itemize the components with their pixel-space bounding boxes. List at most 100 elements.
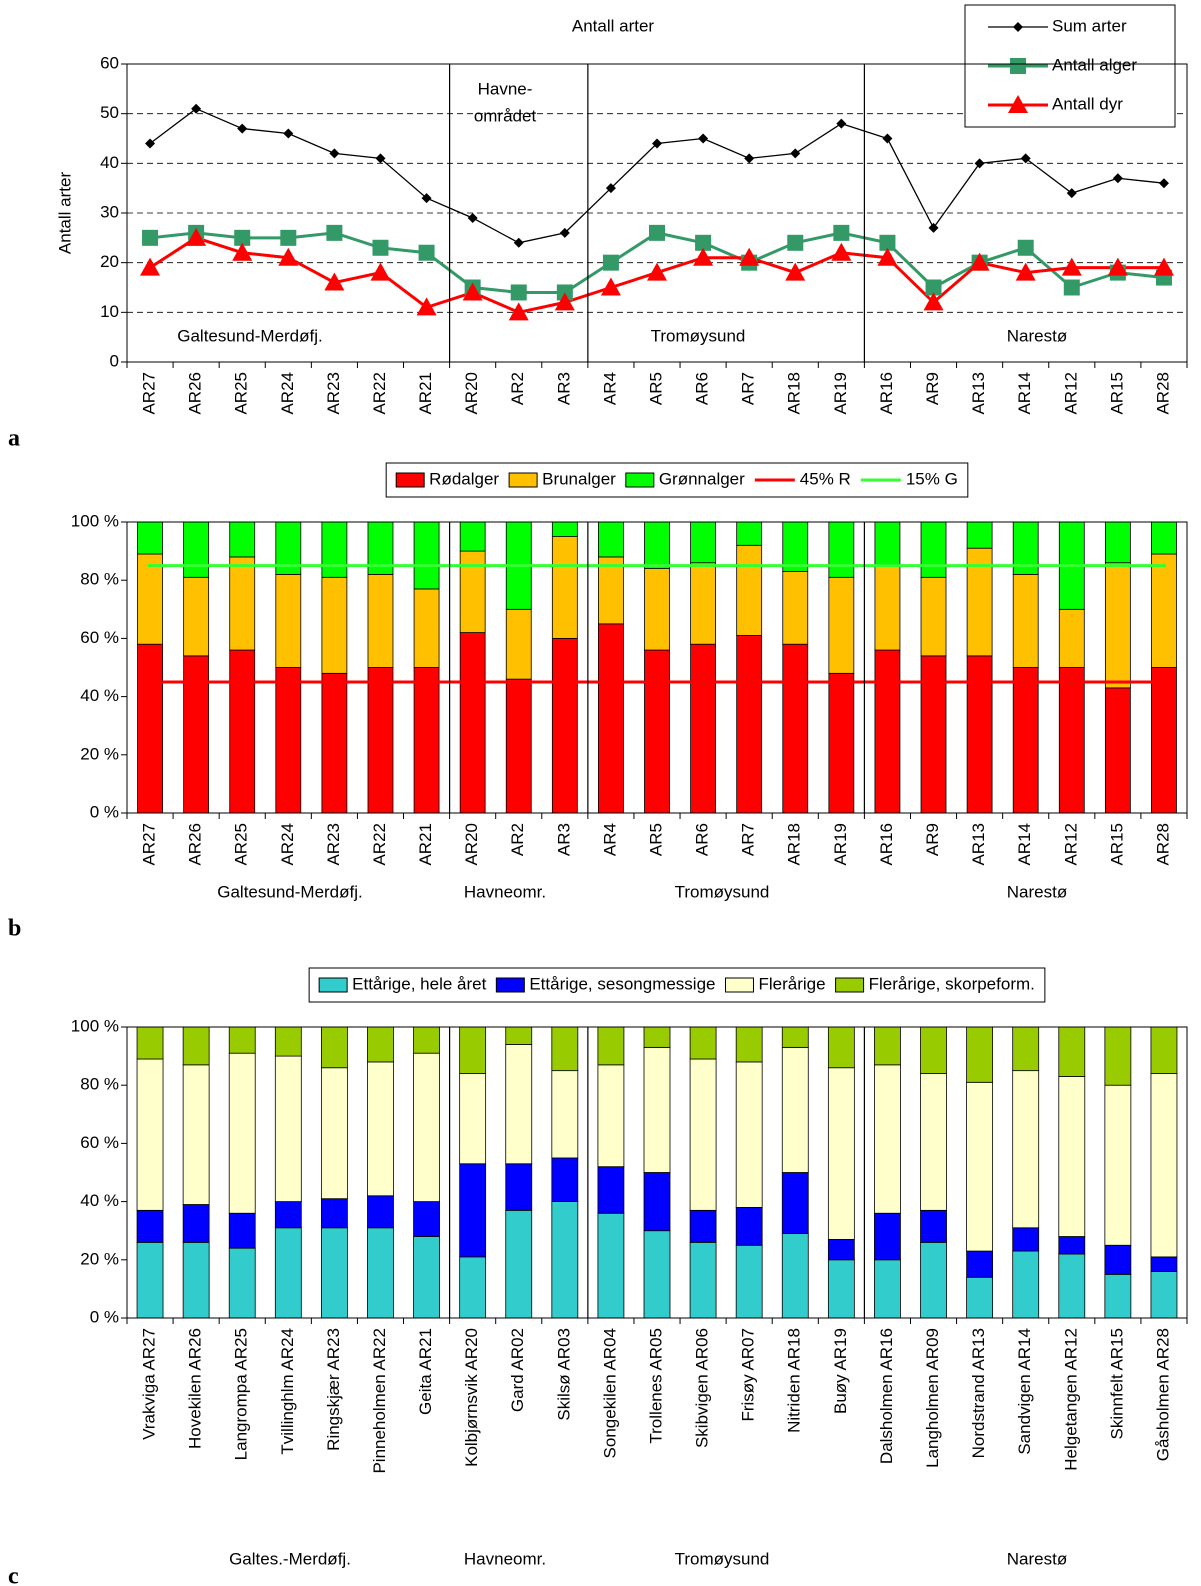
bar-segment <box>690 643 716 814</box>
annotation: området <box>474 106 537 125</box>
bar-segment <box>551 1201 579 1319</box>
bar-segment <box>1104 687 1131 814</box>
bar-segment <box>413 1201 440 1237</box>
bar-segment <box>735 1061 763 1208</box>
bar-segment <box>966 1250 994 1278</box>
x-tick-label: Trollenes AR05 <box>646 1328 665 1444</box>
bar-segment <box>689 1241 717 1319</box>
bar-segment <box>551 536 578 639</box>
bar-segment <box>274 1055 302 1202</box>
bar-segment <box>413 521 440 590</box>
x-tick-label: AR28 <box>1153 823 1172 866</box>
bar-segment <box>367 1061 394 1197</box>
bar-segment <box>320 1067 348 1200</box>
bar-segment <box>459 550 486 633</box>
marker <box>375 153 386 164</box>
bar-segment <box>781 1172 809 1235</box>
marker <box>142 229 159 246</box>
x-tick-label: AR20 <box>462 372 481 415</box>
y-tick-label: 100 % <box>71 511 119 530</box>
bar-segment <box>1151 521 1177 555</box>
legend-swatch <box>395 472 425 488</box>
marker <box>652 138 662 149</box>
x-tick-label: AR16 <box>877 372 896 415</box>
legend-label: Flerårige <box>758 974 825 993</box>
bar-segment <box>413 1236 440 1319</box>
marker <box>232 242 253 261</box>
bar-segment <box>920 1073 947 1211</box>
marker <box>974 158 985 169</box>
x-tick-label: Tvillinghlm AR24 <box>278 1328 297 1455</box>
legend-label: 15% G <box>906 469 958 488</box>
bar-segment <box>597 1026 625 1066</box>
bar-segment <box>182 1241 210 1319</box>
x-tick-label: Songekilen AR04 <box>600 1328 619 1458</box>
bar-segment <box>505 1044 533 1165</box>
bar-segment <box>966 1081 994 1252</box>
marker <box>462 282 483 301</box>
x-tick-label: AR21 <box>416 372 435 415</box>
x-tick-label: AR18 <box>785 372 804 415</box>
bar-segment <box>827 1239 855 1261</box>
group-label: Narestø <box>1007 882 1067 901</box>
bar-segment <box>137 553 163 645</box>
bar-segment <box>1150 1073 1178 1258</box>
bar-segment <box>136 1058 164 1211</box>
plot-frame <box>126 63 1188 363</box>
bar-segment <box>1012 1026 1040 1072</box>
bar-segment <box>827 1067 855 1240</box>
bar-segment <box>643 1046 671 1173</box>
bar-segment <box>828 576 855 674</box>
bar-segment <box>183 655 210 814</box>
legend-label: Grønnalger <box>659 469 745 488</box>
group-label: Galtes.-Merdøfj. <box>229 1549 351 1568</box>
legend: Rødalger Brunalger Grønnalger 45% R 15% G <box>385 462 969 498</box>
bar-segment <box>1151 667 1177 814</box>
panel-letter: c <box>8 1564 19 1586</box>
bar-segment <box>689 1026 717 1060</box>
bar-segment <box>598 521 624 558</box>
marker <box>695 234 712 251</box>
bar-segment <box>136 1026 164 1060</box>
x-tick-label: AR4 <box>600 823 619 856</box>
marker <box>191 103 202 114</box>
bar-segment <box>367 667 394 814</box>
bar-segment <box>321 672 348 814</box>
x-tick-label: AR28 <box>1153 372 1172 415</box>
marker <box>693 247 714 266</box>
legend-swatch <box>625 472 655 488</box>
y-tick-label: 0 % <box>90 1307 119 1326</box>
series-line <box>149 107 1165 244</box>
bar-segment <box>874 521 901 567</box>
marker <box>329 148 340 159</box>
marker <box>1112 173 1123 184</box>
x-tick-label: AR20 <box>462 823 481 866</box>
legend-label: Brunalger <box>542 469 616 488</box>
bar-segment <box>459 1073 487 1165</box>
bar-segment <box>874 1064 901 1214</box>
marker <box>1015 262 1036 281</box>
bar-segment <box>229 521 256 558</box>
marker <box>508 302 529 321</box>
bar-segment <box>966 1026 994 1083</box>
x-tick-label: AR2 <box>508 372 527 405</box>
marker <box>649 224 665 241</box>
bar-segment <box>367 1227 394 1319</box>
plot-frame <box>126 1026 1188 1319</box>
x-tick-label: AR2 <box>508 823 527 856</box>
bar-segment <box>644 649 670 814</box>
bar-segment <box>137 643 163 814</box>
marker <box>600 277 621 296</box>
marker <box>923 292 944 311</box>
x-tick-label: Sandvigen AR14 <box>1015 1328 1034 1455</box>
marker <box>510 284 527 301</box>
x-tick-label: Skilsø AR03 <box>554 1328 573 1421</box>
group-label: Havneomr. <box>464 882 546 901</box>
marker <box>647 262 667 281</box>
bar-segment <box>735 1026 763 1063</box>
x-tick-label: AR27 <box>140 372 159 415</box>
legend-label: Rødalger <box>429 469 499 488</box>
bar-segment <box>1104 521 1131 564</box>
legend-label: Antall dyr <box>1052 94 1123 113</box>
